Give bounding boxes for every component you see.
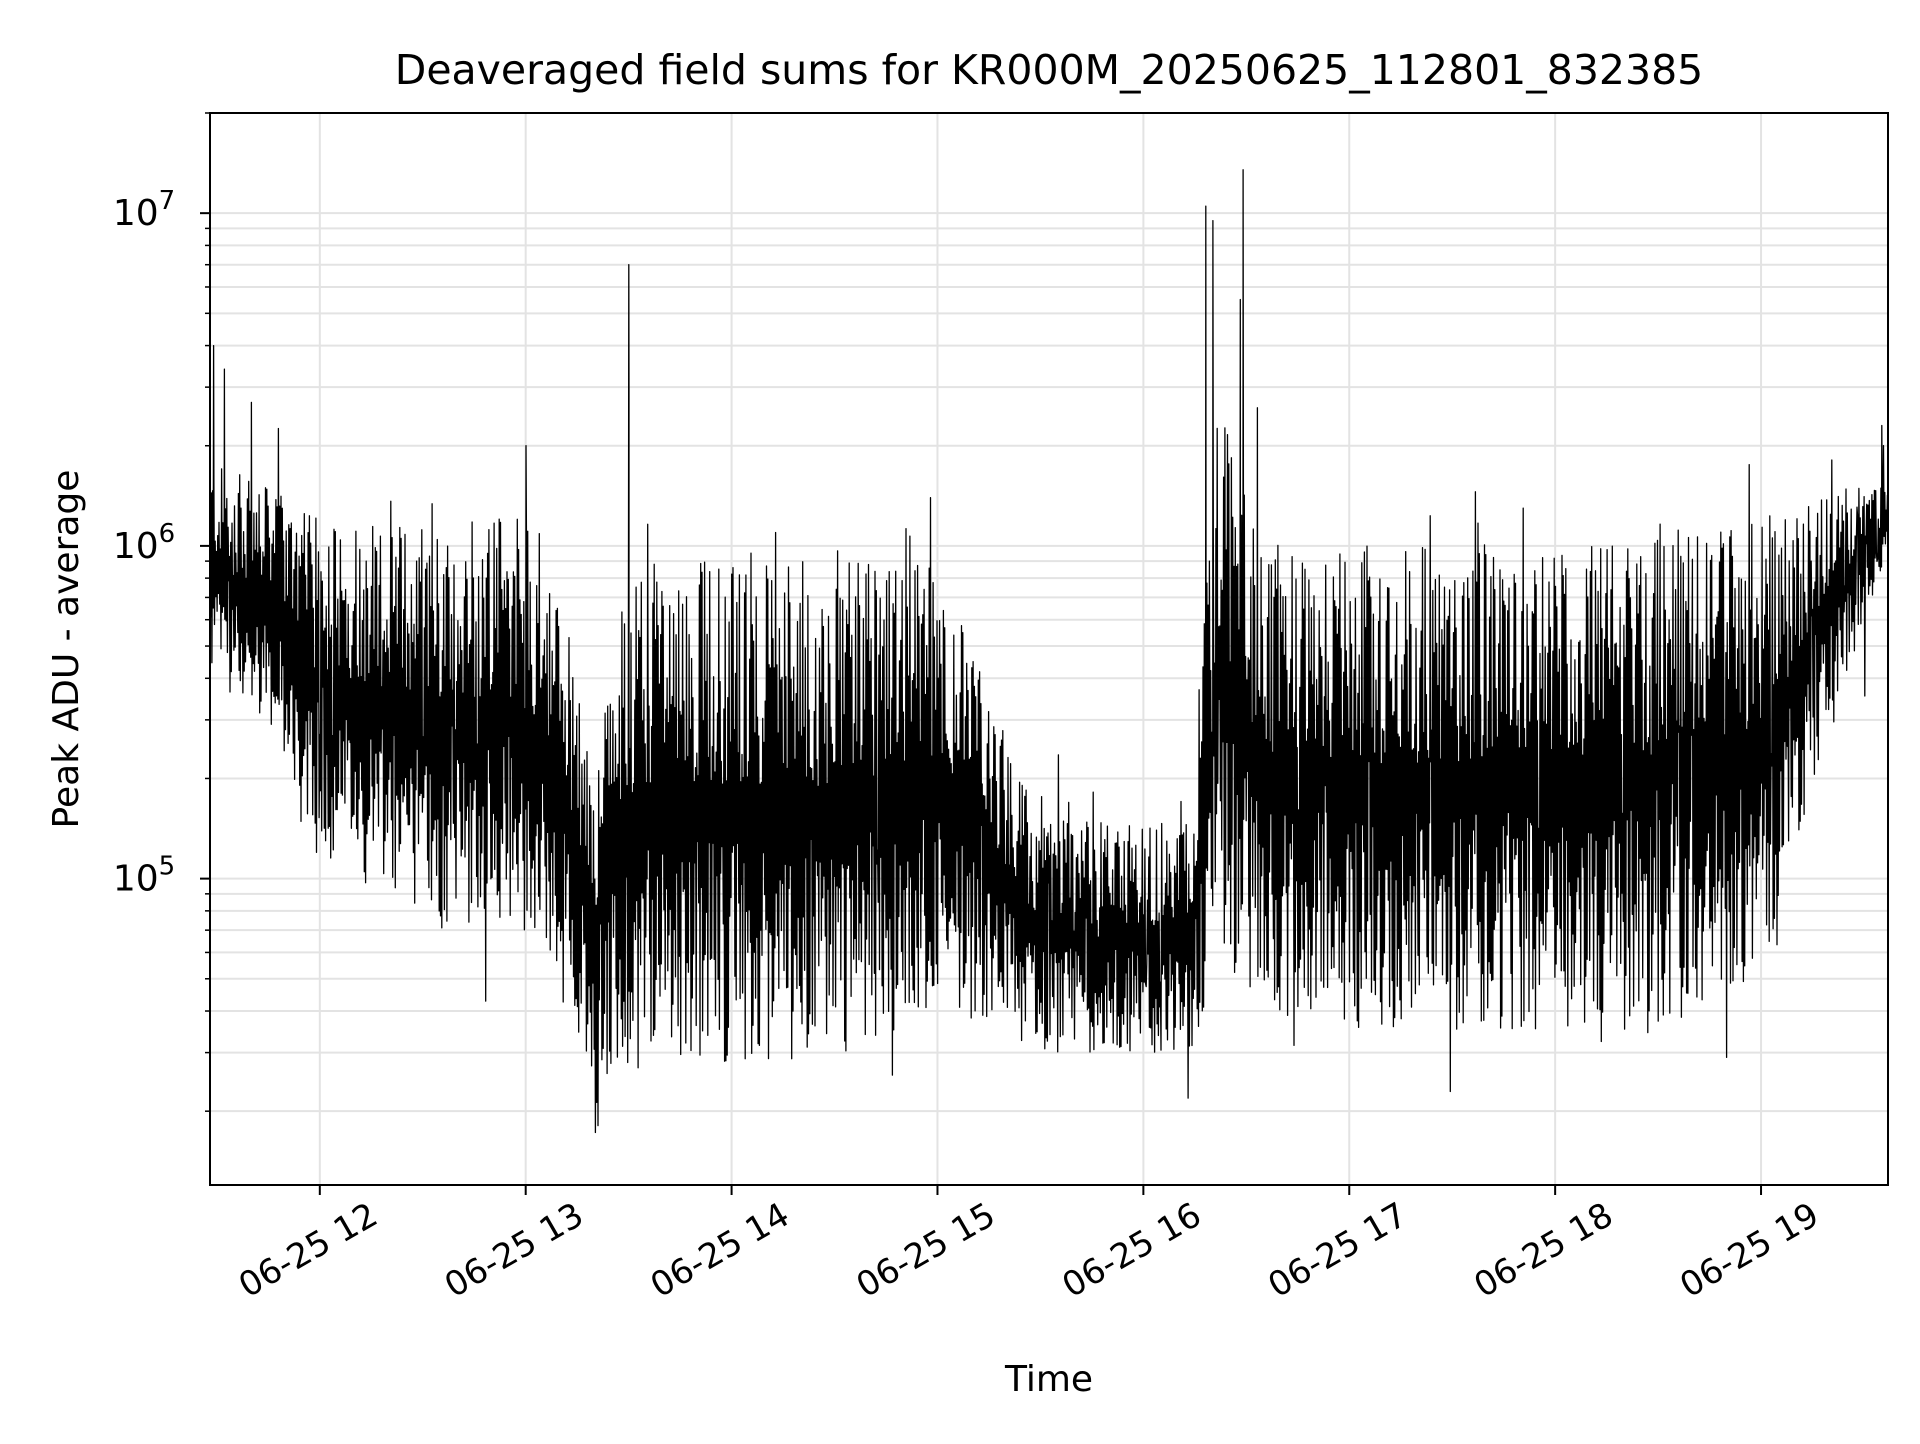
y-tick-label: 107 — [113, 186, 175, 234]
axes-frame — [209, 112, 1889, 1186]
x-axis-label: Time — [1004, 1359, 1093, 1400]
y-tick-label: 105 — [113, 852, 175, 900]
series-line — [209, 169, 1889, 1134]
plot-area — [209, 169, 1889, 1134]
y-axis-label: Peak ADU - average — [46, 470, 87, 829]
y-tick-label: 106 — [113, 519, 175, 567]
chart-title: Deaveraged field sums for KR000M_2025062… — [395, 46, 1704, 94]
